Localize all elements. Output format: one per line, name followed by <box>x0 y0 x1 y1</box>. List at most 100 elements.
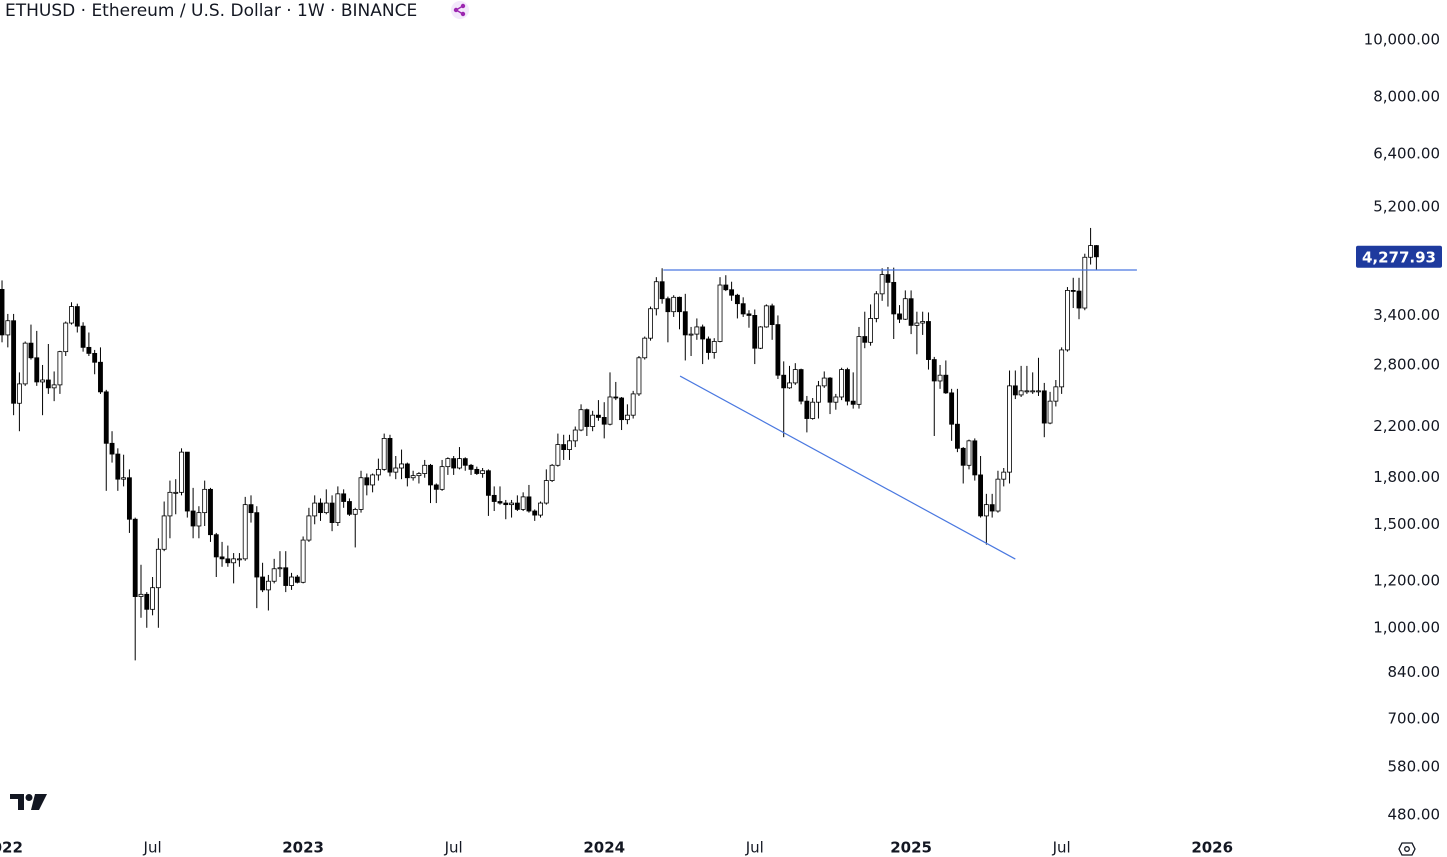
y-tick-label: 700.00 <box>1388 709 1441 727</box>
candle-body <box>682 311 688 336</box>
candle-body <box>619 397 625 421</box>
candle-body <box>989 504 995 512</box>
candle-body <box>399 463 404 469</box>
candle-body <box>1012 385 1018 396</box>
candle-body <box>69 306 74 324</box>
candle-body <box>624 414 630 421</box>
candle-body <box>57 351 63 386</box>
candle-body <box>827 377 833 403</box>
candle-body <box>1036 390 1041 393</box>
candle-body <box>775 324 781 376</box>
tv-logo[interactable] <box>10 794 47 810</box>
candle-body <box>1065 290 1070 351</box>
candle-body <box>219 556 225 560</box>
share-link <box>455 5 464 15</box>
candle-body <box>28 342 34 359</box>
candle-body <box>804 400 810 419</box>
last-price-label: 4,277.93 <box>1362 248 1436 266</box>
candle-body <box>792 369 798 384</box>
candle-body <box>260 576 266 591</box>
candle-body <box>717 284 723 342</box>
candle-body <box>404 463 410 479</box>
candle-body <box>300 539 306 583</box>
candle-body <box>653 281 659 310</box>
candle-body <box>92 352 98 363</box>
candle-body <box>433 484 439 490</box>
candle-body <box>428 464 433 486</box>
candle-body <box>914 322 920 326</box>
candle-body <box>457 458 462 469</box>
candle-body <box>937 374 943 382</box>
candle-body <box>34 357 40 383</box>
candle-body <box>132 518 138 597</box>
candle-body <box>943 374 949 394</box>
candle-body <box>237 558 242 561</box>
candle-body <box>978 474 984 517</box>
settings-dot <box>1404 846 1410 852</box>
candle-body <box>1070 290 1076 292</box>
candle-body <box>474 468 480 474</box>
candle-body <box>694 326 700 335</box>
candle-body <box>954 423 960 449</box>
x-tick-label: Jul <box>444 839 463 857</box>
candle-body <box>966 440 972 466</box>
candle-body <box>179 451 184 493</box>
candle-body <box>729 289 735 296</box>
candle-body <box>1093 245 1099 258</box>
chart-title: ETHUSD · Ethereum / U.S. Dollar · 1W · B… <box>5 1 417 21</box>
last-price-tag <box>1356 245 1442 268</box>
candle-body <box>422 464 428 474</box>
y-tick-label: 3,400.00 <box>1373 306 1440 324</box>
candle-body <box>491 494 497 502</box>
settings-icon[interactable] <box>1398 842 1416 856</box>
y-tick-label: 840.00 <box>1388 663 1441 681</box>
candle-body <box>850 400 856 405</box>
candle-body <box>711 341 717 353</box>
candle-body <box>700 326 706 340</box>
candle-body <box>196 512 202 527</box>
candle-body <box>312 502 318 517</box>
candle-body <box>856 336 862 405</box>
candle-body <box>723 284 729 291</box>
candle-body <box>879 274 885 295</box>
candle-body <box>821 377 827 387</box>
candle-body <box>98 361 103 393</box>
candle-body <box>277 567 283 570</box>
y-tick-label: 6,400.00 <box>1373 144 1440 162</box>
candle-body <box>983 504 989 517</box>
candle-body <box>22 342 28 385</box>
candle-body <box>1024 390 1030 393</box>
candle-body <box>40 379 45 383</box>
candle-body <box>109 442 115 455</box>
candle-body <box>613 396 619 399</box>
settings-hex <box>1398 842 1416 856</box>
share-icon[interactable] <box>451 1 469 19</box>
candle-body <box>462 458 468 466</box>
candle-body <box>416 473 422 477</box>
x-tick-label: 2023 <box>282 839 324 857</box>
candle-body <box>995 478 1001 512</box>
candle-body <box>740 303 746 315</box>
candle-body <box>949 392 955 425</box>
candle-body <box>468 464 474 470</box>
candle-body <box>763 305 769 328</box>
candle-body <box>833 396 839 403</box>
candle-body <box>1030 390 1036 393</box>
candle-body <box>74 306 80 327</box>
candle-body <box>787 382 792 389</box>
candle-body <box>306 515 312 541</box>
candle-body <box>208 488 213 536</box>
candle-body <box>1053 386 1059 402</box>
candle-body <box>323 502 329 514</box>
candle-body <box>80 325 86 348</box>
candle-body <box>184 451 190 512</box>
candle-body <box>173 491 179 494</box>
candle-body <box>526 496 532 512</box>
candle-body <box>121 477 127 480</box>
candle-body <box>926 321 931 360</box>
candle-body <box>364 477 370 486</box>
candle-body <box>555 444 561 466</box>
candle-body <box>358 477 364 510</box>
